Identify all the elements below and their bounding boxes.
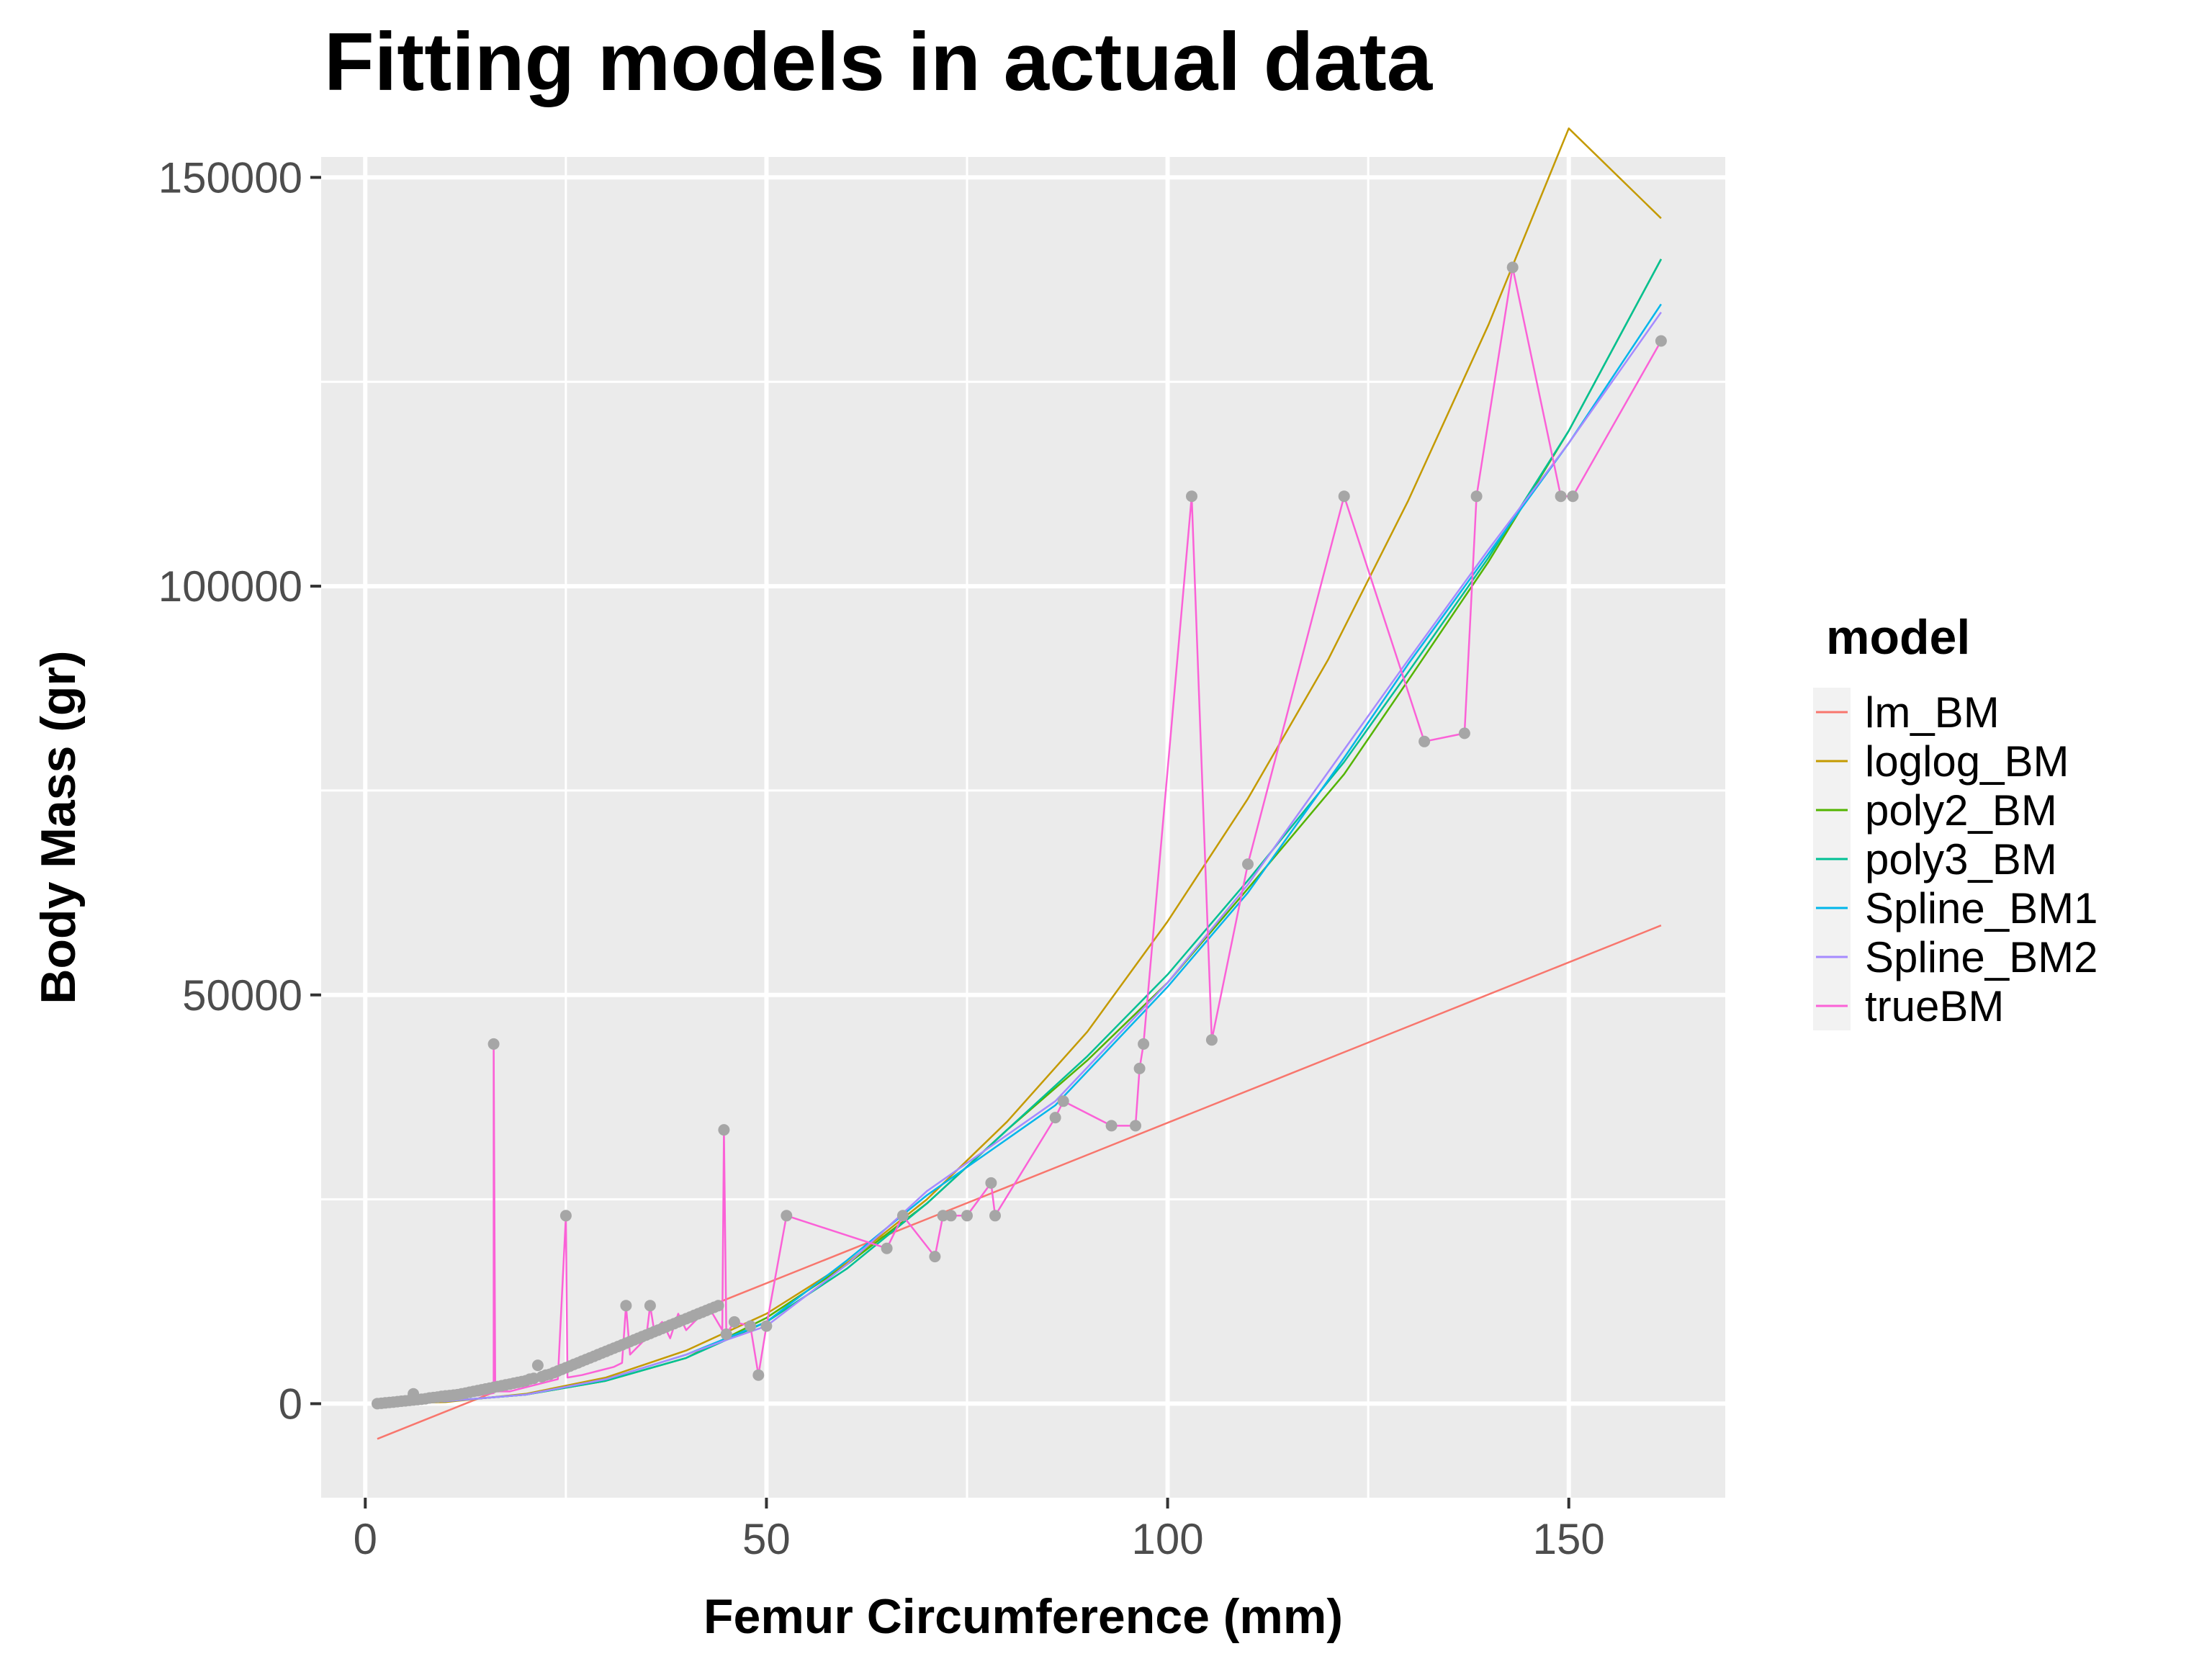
y-tick-label: 150000 [158,153,302,202]
x-axis-title: Femur Circumference (mm) [703,1589,1343,1644]
plot-panel [321,157,1725,1498]
data-point [1242,858,1254,871]
data-point [1338,490,1350,503]
data-point [718,1124,730,1136]
legend-label-poly2-bm: poly2_BM [1865,786,2057,835]
legend-title: model [1826,610,1970,665]
legend-label-loglog-bm: loglog_BM [1865,737,2069,786]
data-point [896,1210,909,1222]
legend-label-truebm: trueBM [1865,982,2004,1030]
legend-entries: lm_BMloglog_BMpoly2_BMpoly3_BMSpline_BM1… [1813,688,2098,1030]
data-point [1138,1038,1150,1050]
y-tick-label: 0 [279,1380,302,1428]
series-lines [377,127,1663,1440]
data-point [929,1251,941,1263]
series-line-poly3-bm [377,258,1663,1405]
x-tick-label: 100 [1132,1515,1204,1563]
data-point [487,1038,500,1050]
y-axis: 0 50000 100000 150000 [158,153,321,1428]
data-point [1133,1062,1146,1074]
data-point [1057,1095,1069,1107]
data-point [1555,490,1567,503]
data-point [1655,335,1667,347]
legend-label-lm-bm: lm_BM [1865,688,2000,737]
data-point [559,1210,572,1222]
data-point [1186,490,1197,503]
data-point [745,1320,757,1332]
data-point [728,1316,740,1328]
x-tick-label: 0 [354,1515,377,1563]
data-point [712,1300,724,1312]
data-points [372,261,1667,1410]
data-point [531,1359,544,1372]
data-point [945,1210,957,1222]
legend-label-spline-bm1: Spline_BM1 [1865,884,2098,932]
data-point [1049,1112,1061,1124]
x-tick-label: 150 [1533,1515,1605,1563]
y-tick-label: 50000 [182,971,302,1020]
data-point [720,1328,732,1340]
data-point [644,1300,656,1312]
data-point [881,1242,893,1254]
data-point [1105,1120,1118,1132]
series-line-truebm [377,266,1662,1405]
legend: model lm_BMloglog_BMpoly2_BMpoly3_BMSpli… [1813,610,2098,1030]
data-point [760,1320,773,1332]
data-point [1130,1120,1141,1132]
data-point [1458,727,1470,739]
grid-major [321,157,1725,1498]
data-point [961,1210,973,1222]
series-line-spline-bm2 [377,311,1662,1405]
data-point [1567,490,1579,503]
data-point [937,1210,949,1222]
data-point [1470,490,1483,503]
y-tick-label: 100000 [158,562,302,611]
data-point [985,1177,997,1189]
series-line-loglog-bm [377,127,1662,1405]
data-point [989,1210,1001,1222]
data-point [781,1210,793,1222]
data-point [1506,261,1519,274]
data-point [1419,735,1431,747]
x-axis: 0 50 100 150 [354,1498,1605,1563]
data-point [620,1300,632,1312]
x-tick-label: 50 [742,1515,791,1563]
chart-title: Fitting models in actual data [324,17,1434,108]
y-axis-title: Body Mass (gr) [31,650,86,1004]
data-point [752,1369,765,1381]
data-point [1205,1034,1218,1046]
legend-label-poly3-bm: poly3_BM [1865,835,2057,884]
legend-label-spline-bm2: Spline_BM2 [1865,933,2098,981]
